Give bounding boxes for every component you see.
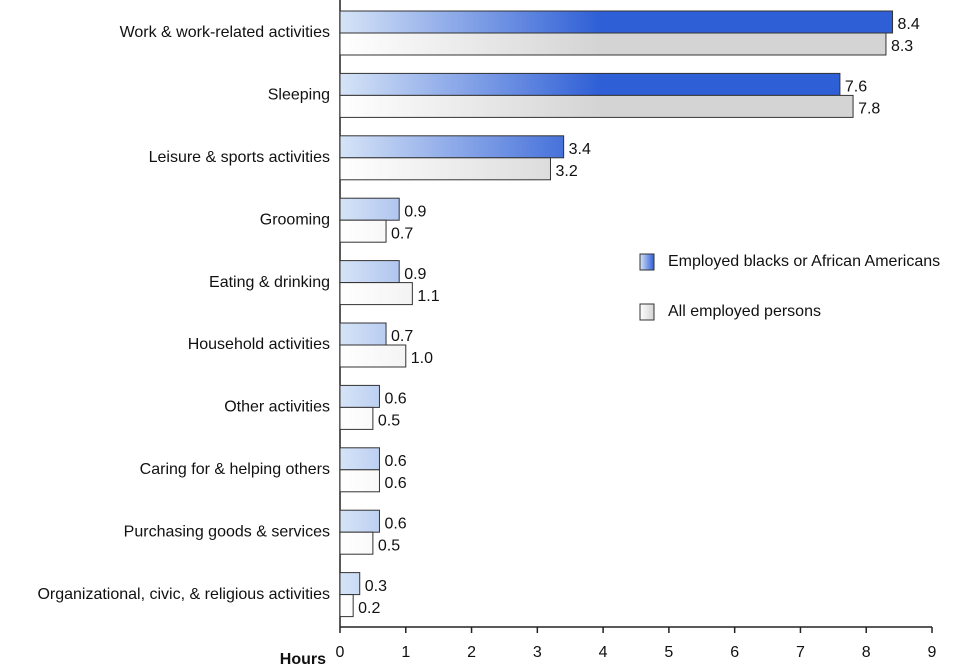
value-label: 0.2 [358, 600, 380, 617]
value-label: 0.7 [391, 328, 413, 345]
legend-swatch [639, 303, 655, 321]
y-tick-label: Grooming [260, 211, 330, 228]
bar [339, 322, 387, 346]
bar [339, 32, 887, 56]
bar [339, 72, 841, 96]
bar [339, 282, 413, 306]
bar [339, 157, 551, 181]
bar [339, 10, 894, 34]
x-tick-label: 8 [862, 644, 871, 661]
y-tick-label: Work & work-related activities [120, 24, 330, 41]
value-label: 0.9 [404, 266, 426, 283]
bar [339, 447, 380, 471]
bar [339, 344, 407, 368]
bar [339, 94, 854, 118]
bar [339, 219, 387, 243]
value-label: 3.4 [569, 141, 591, 158]
value-label: 0.7 [391, 225, 413, 242]
value-label: 0.9 [404, 203, 426, 220]
bar [339, 260, 400, 284]
x-axis-title: Hours [280, 651, 326, 668]
value-label: 0.5 [378, 537, 400, 554]
x-tick-label: 6 [730, 644, 739, 661]
value-label: 0.6 [384, 475, 406, 492]
y-tick-label: Purchasing goods & services [124, 523, 330, 540]
value-label: 8.4 [898, 16, 920, 33]
x-tick-label: 9 [928, 644, 937, 661]
y-tick-label: Other activities [224, 399, 330, 416]
y-tick-label: Household activities [188, 336, 330, 353]
value-label: 0.6 [384, 453, 406, 470]
value-label: 0.6 [384, 391, 406, 408]
bar [339, 406, 374, 430]
bar [339, 594, 354, 618]
value-label: 0.3 [365, 578, 387, 595]
bar [339, 572, 361, 596]
legend-label: Employed blacks or African Americans [668, 253, 940, 270]
y-tick-label: Caring for & helping others [140, 461, 330, 478]
bar [339, 197, 400, 221]
y-tick-label: Eating & drinking [209, 274, 330, 291]
bar [339, 509, 380, 533]
x-tick-label: 3 [533, 644, 542, 661]
y-tick-label: Organizational, civic, & religious activ… [37, 586, 330, 603]
x-tick-label: 0 [336, 644, 345, 661]
value-label: 1.1 [417, 288, 439, 305]
value-label: 1.0 [411, 350, 433, 367]
y-tick-label: Sleeping [268, 87, 330, 104]
bar [339, 135, 565, 159]
bar [339, 469, 380, 493]
value-label: 0.6 [384, 515, 406, 532]
y-tick-label: Leisure & sports activities [149, 149, 330, 166]
legend-swatch [639, 253, 655, 271]
x-tick-label: 4 [599, 644, 608, 661]
value-label: 0.5 [378, 413, 400, 430]
x-tick-label: 7 [796, 644, 805, 661]
x-tick-label: 2 [467, 644, 476, 661]
legend-label: All employed persons [668, 303, 821, 320]
bar [339, 531, 374, 555]
x-tick-label: 1 [401, 644, 410, 661]
value-label: 7.6 [845, 79, 867, 96]
value-label: 3.2 [555, 163, 577, 180]
value-label: 7.8 [858, 101, 880, 118]
value-label: 8.3 [891, 38, 913, 55]
x-tick-label: 5 [664, 644, 673, 661]
bar [339, 384, 380, 408]
